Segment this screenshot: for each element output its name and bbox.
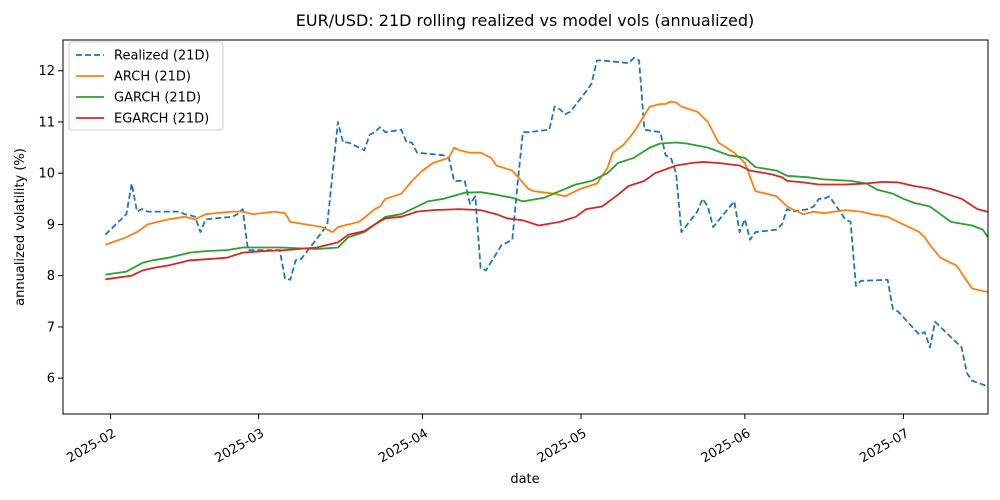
series-line-3 xyxy=(105,161,988,281)
legend-label: Realized (21D) xyxy=(114,49,210,64)
y-tick-label: 6 xyxy=(47,372,55,387)
plot-frame xyxy=(62,39,989,415)
y-tick-label: 12 xyxy=(38,64,55,79)
y-tick-label: 8 xyxy=(47,269,55,284)
legend: Realized (21D) ARCH (21D) GARCH (21D) EGARC… xyxy=(68,41,224,131)
legend-label: ARCH (21D) xyxy=(114,70,191,85)
y-tick-label: 10 xyxy=(38,167,55,182)
legend-box xyxy=(68,41,224,131)
series-line-1 xyxy=(104,100,988,293)
series-line-0 xyxy=(104,57,988,388)
y-tick-label: 11 xyxy=(38,115,55,130)
legend-label: EGARCH (21D) xyxy=(114,112,209,127)
y-axis-title: annualized volatility (%) xyxy=(13,148,28,306)
plot-area xyxy=(62,39,989,415)
series-layer xyxy=(104,57,988,388)
y-tick-label: 9 xyxy=(47,218,55,233)
legend-label: GARCH (21D) xyxy=(114,91,201,106)
y-tick-label: 7 xyxy=(47,320,55,335)
y-axis: 6 7 8 9 10 11 12 xyxy=(38,64,63,387)
chart-title: EUR/USD: 21D rolling realized vs model v… xyxy=(296,11,754,30)
x-axis-title: date xyxy=(510,472,539,487)
